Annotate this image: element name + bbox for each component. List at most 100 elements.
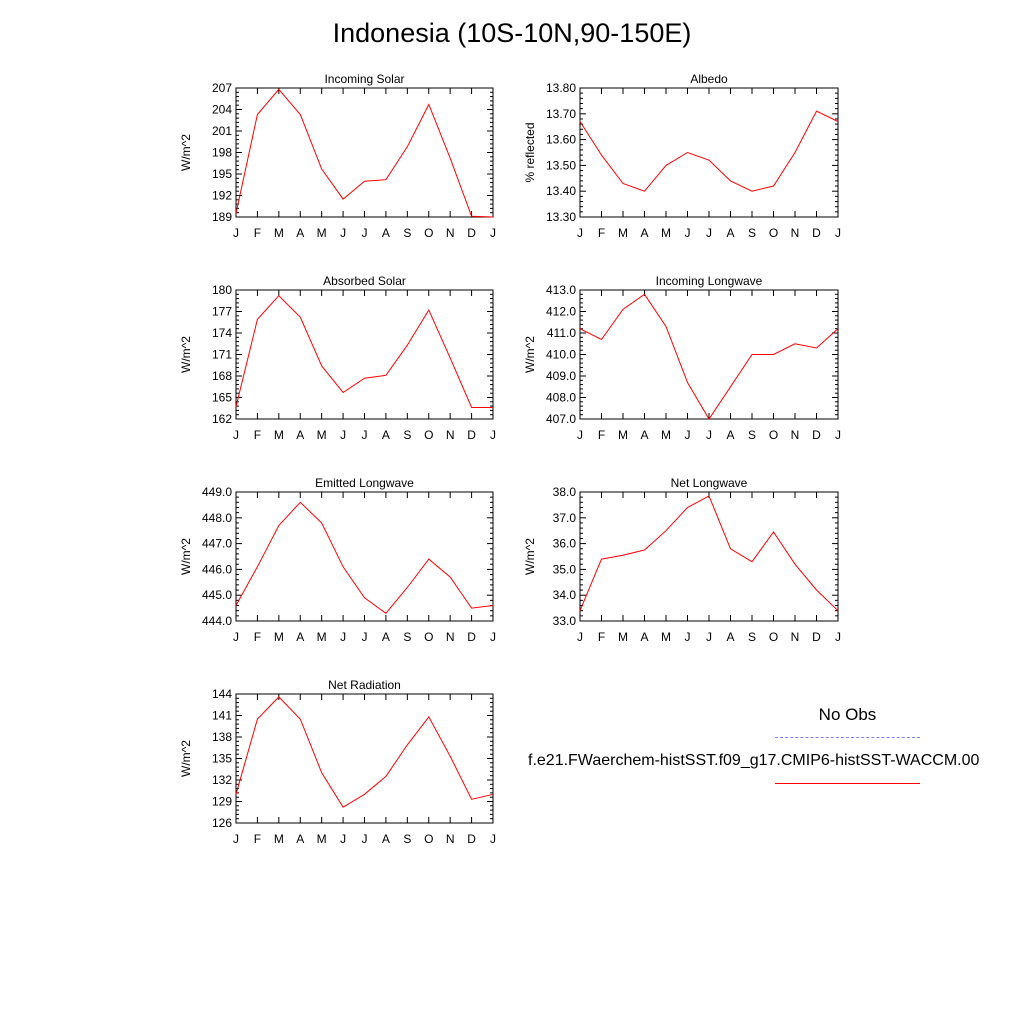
x-tick-label: N [446,428,455,442]
x-tick-label: M [274,428,284,442]
x-tick-label: A [640,226,648,240]
y-tick-label: 36.0 [553,537,577,551]
x-tick-label: S [748,226,756,240]
y-tick-label: 33.0 [553,614,577,628]
y-tick-label: 162 [212,412,232,426]
y-tick-label: 201 [212,124,232,138]
legend-model-line [775,783,920,784]
x-tick-label: A [382,428,390,442]
x-tick-label: D [812,226,821,240]
y-tick-label: 412.0 [546,305,576,319]
x-tick-label: M [618,630,628,644]
y-tick-label: 177 [212,305,232,319]
x-tick-label: N [791,630,800,644]
y-tick-label: 38.0 [553,485,577,499]
x-tick-label: J [706,428,712,442]
y-axis-label: W/m^2 [179,134,193,171]
x-tick-label: O [424,832,433,846]
x-tick-label: J [577,630,583,644]
x-tick-label: J [835,428,841,442]
x-tick-label: J [490,428,496,442]
series-line [235,501,494,614]
y-tick-label: 141 [212,709,232,723]
y-tick-label: 138 [212,730,232,744]
x-tick-label: A [726,226,734,240]
x-tick-label: J [685,428,691,442]
x-tick-label: S [748,630,756,644]
series-line [235,294,493,408]
x-tick-label: J [233,832,239,846]
page-title: Indonesia (10S-10N,90-150E) [332,18,692,48]
x-tick-label: M [661,428,671,442]
x-tick-label: N [446,630,455,644]
x-tick-label: J [835,630,841,644]
x-tick-label: S [403,428,411,442]
y-tick-label: 135 [212,752,232,766]
x-tick-label: F [598,428,605,442]
y-tick-label: 168 [212,369,232,383]
x-tick-label: J [706,226,712,240]
panel-5: Net Longwave W/m^2 38.0 37.0 36.0 35.0 34.0 33.… [523,476,841,644]
x-tick-label: M [317,832,327,846]
series-line [579,293,839,420]
y-tick-label: 449.0 [202,485,232,499]
x-tick-label: O [424,226,433,240]
y-tick-label: 126 [212,816,232,830]
y-tick-label: 37.0 [553,511,577,525]
y-tick-label: 413.0 [546,283,576,297]
plot-frame [235,491,494,622]
y-tick-label: 410.0 [546,348,576,362]
x-tick-label: A [296,630,304,644]
x-tick-label: A [382,226,390,240]
x-tick-label: J [233,226,239,240]
panel-6: Net RadiationW/m^2144141138135132129126J… [179,678,496,846]
x-tick-label: J [490,226,496,240]
y-tick-label: 207 [212,81,232,95]
x-tick-label: A [382,630,390,644]
x-tick-label: J [490,832,496,846]
plot-frame [235,289,494,420]
y-tick-label: 13.50 [546,158,576,172]
y-tick-label: 204 [212,103,232,117]
x-tick-label: M [661,630,671,644]
x-tick-label: M [317,428,327,442]
y-axis-label: W/m^2 [179,538,193,575]
x-tick-label: J [233,428,239,442]
x-tick-label: S [403,832,411,846]
x-tick-label: J [340,428,346,442]
panel-title: Albedo [690,72,728,86]
y-tick-label: 132 [212,773,232,787]
y-tick-label: 192 [212,189,232,203]
y-tick-label: 408.0 [546,391,576,405]
x-tick-label: M [274,832,284,846]
x-tick-label: O [769,428,778,442]
x-tick-label: A [296,832,304,846]
y-tick-label: 144 [212,687,232,701]
y-tick-label: 407.0 [546,412,576,426]
panel-2: Absorbed Solar W/m^2 180 177 174 171 168 165 162… [179,274,496,442]
panel-3: Incoming Longwave W/m^2 413.0 412.0 411.0 410… [523,274,841,442]
x-tick-label: D [812,630,821,644]
x-tick-label: M [661,226,671,240]
y-tick-label: 171 [212,348,232,362]
x-tick-label: J [685,630,691,644]
y-tick-label: 13.30 [546,210,576,224]
x-tick-label: D [467,630,476,644]
x-tick-label: A [296,226,304,240]
x-tick-label: A [726,630,734,644]
y-tick-label: 198 [212,146,232,160]
panel-title: Emitted Longwave [315,476,414,490]
x-tick-label: A [640,630,648,644]
x-tick-label: M [317,226,327,240]
x-tick-label: J [490,630,496,644]
x-tick-label: M [317,630,327,644]
x-tick-label: J [233,630,239,644]
x-tick-label: N [446,832,455,846]
x-tick-label: J [362,832,368,846]
series-line [579,110,839,192]
plot-frame [235,87,494,218]
plot-frame [579,87,839,218]
x-tick-label: S [403,630,411,644]
x-tick-label: F [254,630,261,644]
